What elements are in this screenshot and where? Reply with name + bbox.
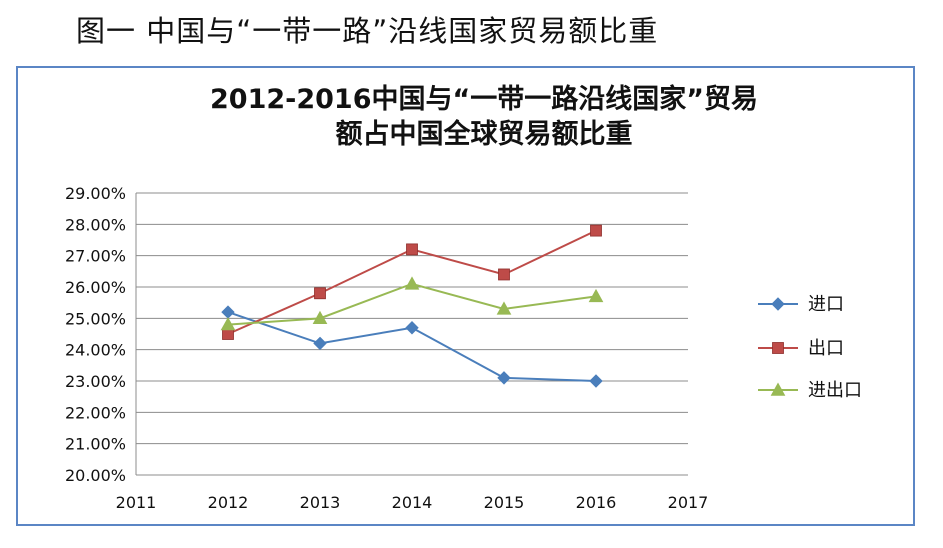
data-point — [588, 288, 604, 303]
legend-label-3: 进出口 — [808, 380, 862, 401]
figure-caption: 图一 中国与“一带一路”沿线国家贸易额比重 — [76, 14, 659, 48]
y-tick-label: 29.00% — [65, 184, 126, 203]
legend-marker-3 — [770, 382, 786, 396]
y-tick-label: 22.00% — [65, 403, 126, 422]
x-tick-label: 2013 — [300, 493, 341, 512]
y-tick-label: 28.00% — [65, 215, 126, 234]
y-tick-label: 23.00% — [65, 372, 126, 391]
data-point — [404, 276, 420, 290]
legend-marker-2 — [772, 342, 784, 354]
y-tick-label: 20.00% — [65, 466, 126, 485]
data-point — [221, 305, 235, 319]
x-tick-label: 2015 — [484, 493, 525, 512]
x-tick-label: 2011 — [116, 493, 157, 512]
y-tick-label: 26.00% — [65, 278, 126, 297]
data-point — [496, 301, 512, 315]
data-point — [589, 374, 603, 388]
data-point — [312, 310, 328, 325]
data-point — [314, 287, 326, 300]
x-tick-label: 2016 — [576, 493, 617, 512]
x-tick-label: 2014 — [392, 493, 433, 512]
legend-label-2: 出口 — [808, 338, 844, 359]
data-point — [590, 224, 602, 237]
data-point — [220, 317, 236, 331]
y-tick-label: 25.00% — [65, 309, 126, 328]
x-tick-label: 2012 — [208, 493, 249, 512]
y-tick-label: 27.00% — [65, 247, 126, 266]
chart-title-line2: 额占中国全球贸易额比重 — [336, 118, 633, 150]
chart-title-line1: 2012-2016中国与“一带一路沿线国家”贸易 — [210, 83, 758, 115]
data-point — [406, 243, 418, 256]
line-chart: 2012-2016中国与“一带一路沿线国家”贸易 额占中国全球贸易额比重 29.… — [65, 83, 862, 512]
y-tick-label: 21.00% — [65, 435, 126, 454]
y-tick-label: 24.00% — [65, 341, 126, 360]
data-point — [498, 268, 510, 281]
data-point — [405, 321, 419, 335]
x-tick-label: 2017 — [668, 493, 709, 512]
data-point — [497, 371, 511, 385]
legend-label-1: 进口 — [808, 294, 844, 315]
legend-marker-1 — [771, 297, 785, 311]
data-point — [313, 336, 327, 351]
chart-frame: 2012-2016中国与“一带一路沿线国家”贸易 额占中国全球贸易额比重 29.… — [16, 66, 915, 526]
